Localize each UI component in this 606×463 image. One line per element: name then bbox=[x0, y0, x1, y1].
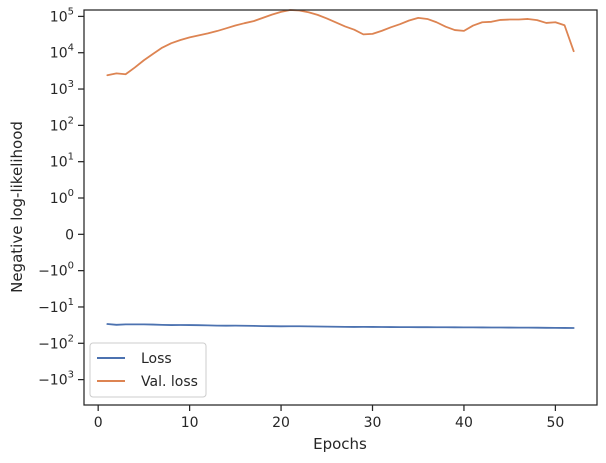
y-tick-label: −100 bbox=[38, 261, 74, 280]
x-axis: 0 10 20 30 40 50 bbox=[94, 405, 564, 431]
series-line-loss bbox=[106, 323, 575, 329]
x-tick-label: 10 bbox=[181, 415, 199, 431]
x-tick-label: 50 bbox=[546, 415, 564, 431]
x-axis-label: Epochs bbox=[313, 435, 367, 453]
axes-frame bbox=[83, 9, 598, 406]
legend-label-val-loss: Val. loss bbox=[141, 374, 198, 390]
plot-area bbox=[106, 9, 575, 329]
x-tick-label: 30 bbox=[364, 415, 382, 431]
y-tick-label: −101 bbox=[38, 297, 74, 316]
legend-box bbox=[89, 342, 207, 398]
series-line-val-loss bbox=[106, 9, 575, 77]
y-axis-label: Negative log-likelihood bbox=[8, 121, 26, 293]
x-tick-label: 0 bbox=[94, 415, 103, 431]
x-tick-label: 40 bbox=[455, 415, 473, 431]
y-tick-label: −103 bbox=[38, 370, 74, 389]
legend-label-loss: Loss bbox=[141, 351, 172, 367]
y-tick-label: −102 bbox=[38, 333, 74, 352]
legend: Loss Val. loss bbox=[89, 342, 207, 398]
y-tick-label: 0 bbox=[65, 227, 74, 243]
x-tick-label: 20 bbox=[272, 415, 290, 431]
